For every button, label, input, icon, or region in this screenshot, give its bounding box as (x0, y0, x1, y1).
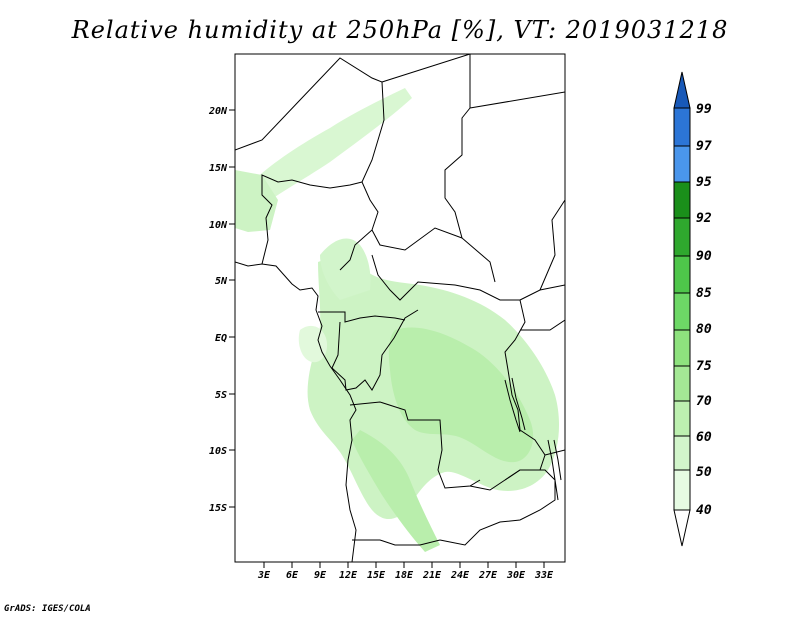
colorbar-label-70: 70 (696, 394, 712, 409)
lon-label-18e: 18E (395, 570, 414, 581)
lon-label-3e: 3E (257, 570, 271, 581)
colorbar-cell-40-50 (673, 469, 691, 511)
border-niger-chad (235, 57, 385, 271)
border-cameroon-south (318, 311, 406, 323)
colorbar-label-95: 95 (696, 175, 712, 190)
lat-label-15n: 15N (209, 163, 228, 174)
lon-label-24e: 24E (450, 570, 470, 581)
colorbar-cell-70-75 (673, 365, 691, 402)
border-zambia (439, 469, 556, 546)
humidity-band-west (235, 170, 278, 232)
humidity-south-plume (352, 430, 440, 552)
lon-label-33e: 33E (534, 570, 554, 581)
colorbar-cell-85-90 (673, 255, 691, 294)
colorbar-label-99: 99 (696, 102, 712, 117)
map-frame (234, 53, 566, 563)
coastline-west (235, 261, 357, 562)
humidity-shading (235, 88, 560, 552)
lat-label-10n: 10N (209, 220, 228, 231)
lake-malawi (547, 439, 562, 501)
lon-label-15e: 15E (367, 570, 386, 581)
lon-label-27e: 27E (478, 570, 498, 581)
credit-text: GrADS: IGES/COLA (4, 604, 91, 614)
border-congo (331, 309, 419, 391)
lat-label-15s: 15S (209, 503, 227, 514)
colorbar-label-80: 80 (696, 322, 712, 337)
colorbar-label-75: 75 (696, 359, 712, 374)
colorbar-top-arrow (673, 71, 691, 109)
colorbar-cell-90-92 (673, 217, 691, 257)
border-chad-sudan (381, 54, 496, 283)
humidity-cameroon (320, 238, 371, 300)
country-borders (235, 54, 565, 562)
colorbar-cell-60-70 (673, 400, 691, 437)
humidity-gabon (298, 325, 328, 363)
lat-label-20n: 20N (208, 106, 228, 117)
colorbar-bottom-arrow (673, 509, 691, 547)
lat-label-5s: 5S (215, 390, 227, 401)
colorbar-label-50: 50 (696, 465, 712, 480)
border-nigeria (261, 174, 363, 265)
colorbar: 40 50 60 70 75 80 85 90 92 95 97 99 (673, 71, 712, 547)
colorbar-label-92: 92 (696, 211, 712, 226)
colorbar-cell-92-95 (673, 181, 691, 219)
lat-axis: 20N 15N 10N 5N EQ 5S 10S 15S (208, 106, 235, 514)
colorbar-label-60: 60 (696, 430, 712, 445)
lat-label-5n: 5N (215, 276, 228, 287)
humidity-central-core (388, 327, 534, 463)
colorbar-label-90: 90 (696, 249, 712, 264)
colorbar-cell-80-85 (673, 292, 691, 331)
colorbar-cell-50-60 (673, 435, 691, 471)
lon-label-30e: 30E (506, 570, 526, 581)
border-angola (349, 401, 481, 546)
lake-tanganyika (504, 377, 526, 433)
lon-label-12e: 12E (339, 570, 358, 581)
colorbar-label-40: 40 (696, 503, 712, 518)
map-title: Relative humidity at 250hPa [%], VT: 201… (71, 16, 729, 44)
border-car (371, 227, 520, 301)
colorbar-cell-95-97 (673, 145, 691, 183)
lon-axis: 3E 6E 9E 12E 15E 18E 21E 24E 27E 30E 33E (257, 562, 554, 581)
lat-label-10s: 10S (209, 446, 227, 457)
humidity-band-north (235, 88, 412, 215)
colorbar-label-97: 97 (696, 139, 712, 154)
lon-label-21e: 21E (422, 570, 442, 581)
border-east (469, 91, 565, 456)
colorbar-cell-75-80 (673, 329, 691, 367)
lon-label-6e: 6E (286, 570, 299, 581)
lon-label-9e: 9E (314, 570, 327, 581)
lat-label-eq: EQ (215, 333, 227, 344)
colorbar-label-85: 85 (696, 286, 712, 301)
colorbar-cell-97-99 (673, 107, 691, 147)
